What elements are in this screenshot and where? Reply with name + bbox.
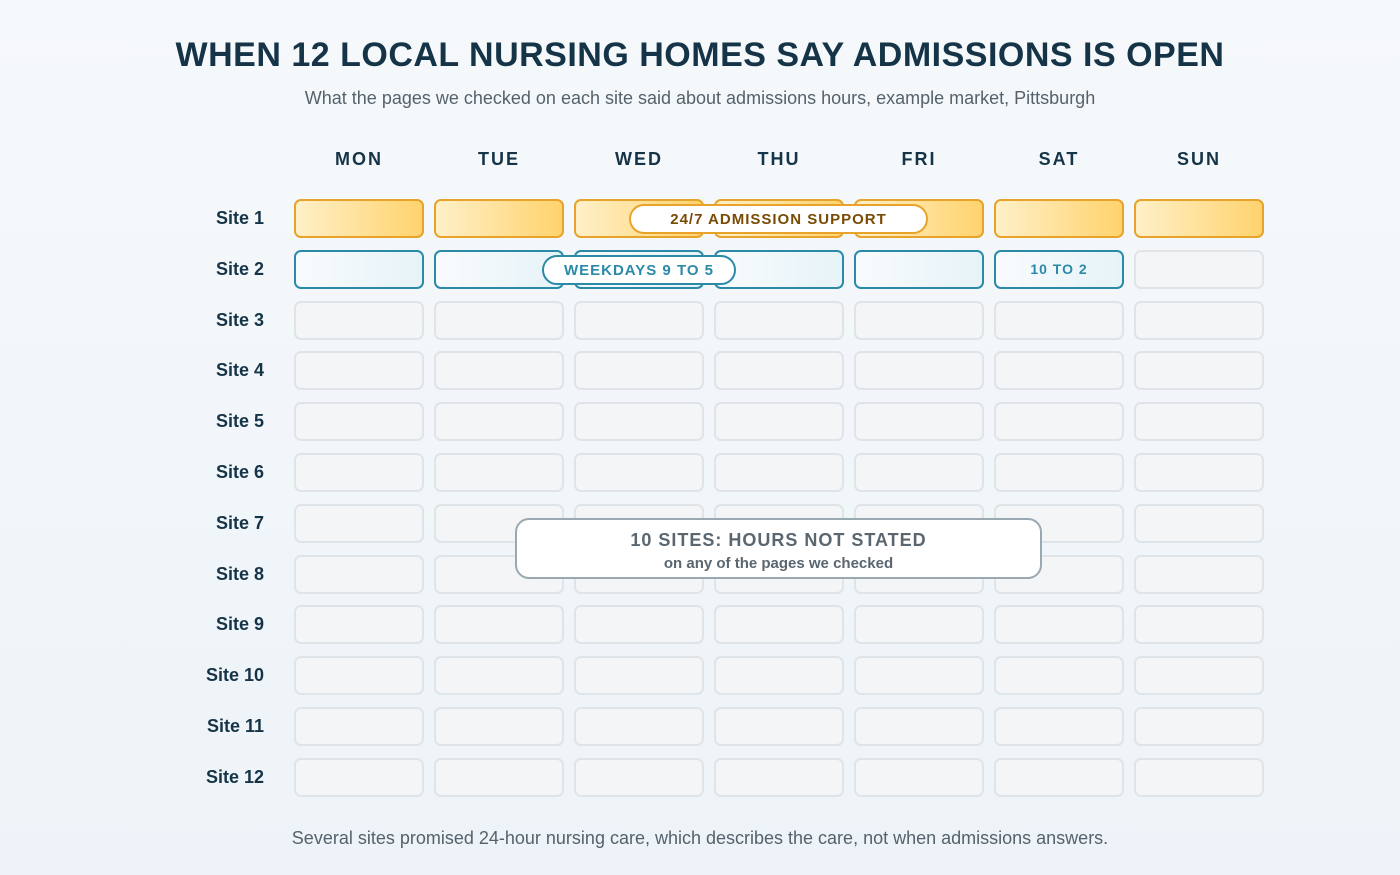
cell-site-7-sun bbox=[1134, 503, 1264, 543]
cell-site-3-fri bbox=[854, 300, 984, 340]
cell-site-10-thu bbox=[714, 656, 844, 696]
cell-site-6-sat bbox=[994, 453, 1124, 492]
row-label-site-4: Site 4 bbox=[215, 360, 264, 381]
cell-site-2-sat: 10 TO 2 bbox=[994, 249, 1124, 289]
chart-subtitle: What the pages we checked on each site s… bbox=[304, 88, 1096, 108]
row-label-site-11: Site 11 bbox=[206, 716, 264, 736]
cell-site-9-fri bbox=[854, 605, 984, 645]
cell-site-2-fri bbox=[854, 249, 984, 289]
row-label-site-9: Site 9 bbox=[215, 614, 264, 635]
cell-site-10-sat bbox=[994, 656, 1124, 696]
cell-site-4-thu bbox=[714, 351, 844, 391]
cell-site-3-sun bbox=[1134, 300, 1264, 340]
cell-site-2-sun bbox=[1134, 249, 1264, 289]
cell-site-10-tue bbox=[434, 656, 564, 696]
row-label-site-6: Site 6 bbox=[215, 462, 264, 482]
cell-site-12-mon bbox=[294, 757, 424, 797]
cell-site-11-sun bbox=[1134, 707, 1264, 746]
cell-site-1-sun bbox=[1134, 199, 1264, 238]
cell-site-5-mon bbox=[294, 402, 424, 442]
cell-site-5-tue bbox=[434, 402, 564, 442]
cell-site-2-mon bbox=[294, 249, 424, 289]
row-label-site-2: Site 2 bbox=[215, 258, 264, 279]
hours-not-stated-callout: 10 SITES: HOURS NOT STATED on any of the… bbox=[515, 518, 1042, 579]
cell-site-3-tue bbox=[434, 300, 564, 340]
cell-site-5-sat bbox=[994, 402, 1124, 442]
cell-site-12-wed bbox=[574, 757, 704, 797]
day-header-fri: FRI bbox=[901, 149, 937, 169]
cell-site-9-sun bbox=[1134, 605, 1264, 645]
cell-site-7-mon bbox=[294, 503, 424, 543]
cell-site-8-mon bbox=[294, 554, 424, 594]
cell-site-3-mon bbox=[294, 300, 424, 340]
chart-title: WHEN 12 LOCAL NURSING HOMES SAY ADMISSIO… bbox=[175, 36, 1225, 74]
cell-site-1-tue bbox=[434, 199, 564, 238]
cell-site-10-mon bbox=[294, 656, 424, 696]
annotation-weekdays-9-to-5: WEEKDAYS 9 TO 5 bbox=[542, 255, 736, 285]
cell-site-5-thu bbox=[714, 402, 844, 442]
cell-site-4-sun bbox=[1134, 351, 1264, 391]
cell-site-6-tue bbox=[434, 453, 564, 492]
cell-site-3-thu bbox=[714, 300, 844, 340]
cell-site-11-sat bbox=[994, 707, 1124, 746]
callout-sub-text: on any of the pages we checked bbox=[663, 555, 894, 572]
cell-site-4-mon bbox=[294, 351, 424, 391]
callout-main-text: 10 SITES: HOURS NOT STATED bbox=[630, 530, 927, 550]
cell-site-6-mon bbox=[294, 453, 424, 492]
row-label-site-7: Site 7 bbox=[215, 512, 264, 533]
cell-site-5-fri bbox=[854, 402, 984, 442]
row-label-site-3: Site 3 bbox=[215, 309, 264, 330]
cell-site-12-sun bbox=[1134, 757, 1264, 797]
cell-site-4-tue bbox=[434, 351, 564, 391]
cell-site-6-wed bbox=[574, 453, 704, 492]
footnote: Several sites promised 24-hour nursing c… bbox=[291, 828, 1109, 848]
cell-site-5-sun bbox=[1134, 402, 1264, 442]
row-label-site-1: Site 1 bbox=[215, 208, 264, 228]
day-header-wed: WED bbox=[615, 149, 663, 169]
cell-site-9-tue bbox=[434, 605, 564, 645]
cell-site-10-wed bbox=[574, 656, 704, 696]
cell-site-5-wed bbox=[574, 402, 704, 442]
cell-site-12-tue bbox=[434, 757, 564, 797]
row-label-site-8: Site 8 bbox=[215, 563, 264, 584]
cell-site-9-wed bbox=[574, 605, 704, 645]
cell-site-3-wed bbox=[574, 300, 704, 340]
cell-site-9-mon bbox=[294, 605, 424, 645]
cell-site-6-thu bbox=[714, 453, 844, 492]
cell-site-4-fri bbox=[854, 351, 984, 391]
cell-site-8-sun bbox=[1134, 554, 1264, 594]
cell-site-12-fri bbox=[854, 757, 984, 797]
cell-site-11-tue bbox=[434, 707, 564, 746]
cell-site-12-sat bbox=[994, 757, 1124, 797]
day-header-sat: SAT bbox=[1038, 149, 1080, 169]
cell-label: 10 TO 2 bbox=[1030, 261, 1088, 278]
cell-site-3-sat bbox=[994, 300, 1124, 340]
day-header-tue: TUE bbox=[478, 149, 520, 169]
cell-site-12-thu bbox=[714, 757, 844, 797]
cell-site-1-mon bbox=[294, 199, 424, 238]
cell-site-10-sun bbox=[1134, 656, 1264, 696]
day-header-mon: MON bbox=[335, 149, 383, 169]
cell-site-11-fri bbox=[854, 707, 984, 746]
annotation-247-admission-support: 24/7 ADMISSION SUPPORT bbox=[629, 204, 928, 234]
cell-site-9-thu bbox=[714, 605, 844, 645]
row-label-site-10: Site 10 bbox=[205, 665, 264, 686]
cell-site-4-sat bbox=[994, 351, 1124, 391]
cell-site-1-sat bbox=[994, 199, 1124, 238]
day-header-thu: THU bbox=[757, 149, 801, 169]
cell-site-11-wed bbox=[574, 707, 704, 746]
cell-site-11-mon bbox=[294, 707, 424, 746]
cell-site-4-wed bbox=[574, 351, 704, 391]
cell-site-6-sun bbox=[1134, 453, 1264, 492]
row-label-site-5: Site 5 bbox=[215, 411, 264, 432]
cell-site-6-fri bbox=[854, 453, 984, 492]
day-header-sun: SUN bbox=[1176, 149, 1221, 169]
cell-site-9-sat bbox=[994, 605, 1124, 645]
row-label-site-12: Site 12 bbox=[205, 766, 264, 787]
cell-site-11-thu bbox=[714, 707, 844, 746]
cell-site-10-fri bbox=[854, 656, 984, 696]
